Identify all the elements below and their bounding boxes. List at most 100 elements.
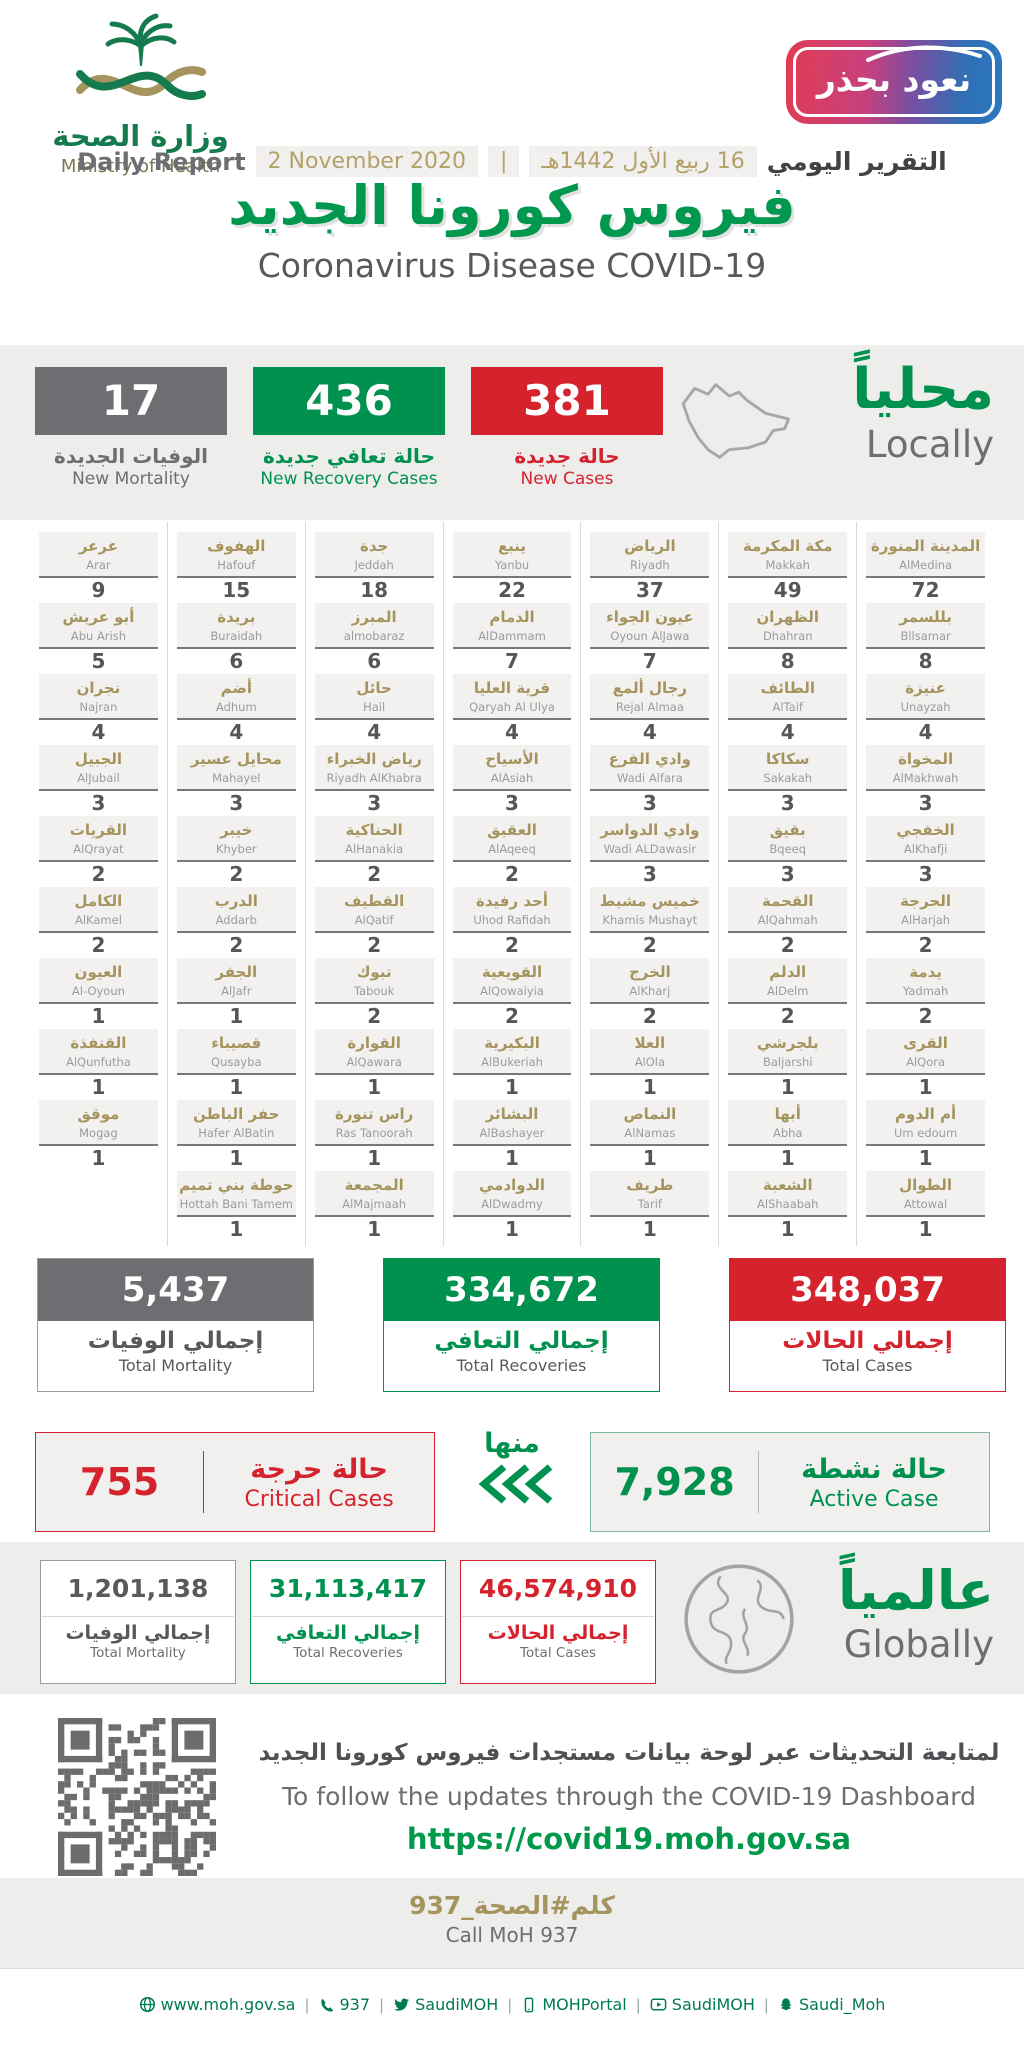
city-column: الهفوف Hafouf 15 بريدة Buraidah 6 أضم Ad… <box>166 522 305 1246</box>
city-cell: حفر الباطن Hafer AlBatin 1 <box>168 1100 305 1171</box>
city-name-arabic: أم الدوم <box>895 1105 957 1123</box>
snapchat-icon <box>778 1997 794 2013</box>
city-cell: المدينة المنورة AlMedina 72 <box>857 532 994 603</box>
date-gregorian: 2 November 2020 <box>255 146 478 177</box>
footer-item-937[interactable]: 937 <box>319 1995 370 2014</box>
city-new-cases-count: 7 <box>505 649 519 673</box>
city-name-english: Qaryah Al Ulya <box>469 700 555 714</box>
global-cases-label-ar: إجمالي الحالات <box>487 1622 629 1644</box>
new-mortality-stat: 17 الوفيات الجديدة New Mortality <box>35 367 227 490</box>
city-name-arabic: موقق <box>77 1105 120 1123</box>
critical-cases-box: 755 حالة حرجة Critical Cases <box>35 1432 435 1532</box>
city-cell: وادي الفرع Wadi Alfara 3 <box>581 745 718 816</box>
footer-item-SaudiMOH[interactable]: SaudiMOH <box>650 1995 755 2014</box>
city-new-cases-count: 1 <box>91 1004 106 1028</box>
city-name-english: Addarb <box>215 913 257 927</box>
dashboard-url-link[interactable]: https://covid19.moh.gov.sa <box>406 1822 852 1856</box>
city-name-box: المجمعة AlMajmaah <box>314 1171 434 1217</box>
city-name-english: Ras Tanoorah <box>335 1126 413 1140</box>
city-name-english: AlQatif <box>354 913 394 927</box>
city-name-box: حوطة بني تميم Hottah Bani Tamem <box>176 1171 296 1217</box>
city-name-arabic: الجبيل <box>74 750 123 768</box>
city-name-arabic: عرعر <box>78 537 118 555</box>
footer-item-label: SaudiMOH <box>415 1995 499 2014</box>
city-cell: العيون Al-Oyoun 1 <box>30 958 167 1029</box>
city-new-cases-count: 4 <box>642 720 657 744</box>
active-cases-box: 7,928 حالة نشطة Active Case <box>590 1432 990 1532</box>
footer-item-Saudi_Moh[interactable]: Saudi_Moh <box>778 1995 885 2014</box>
city-name-box: طريف Tarif <box>590 1171 710 1217</box>
city-new-cases-count: 37 <box>635 578 664 602</box>
city-name-arabic: الطائف <box>760 679 815 697</box>
qr-code <box>58 1718 216 1880</box>
city-cell: أحد رفيدة Uhod Rafidah 2 <box>444 887 581 958</box>
city-new-cases-count: 1 <box>918 1146 933 1170</box>
city-name-arabic: القريات <box>69 821 128 839</box>
city-name-english: Unayzah <box>900 700 951 714</box>
city-cell: أبها Abha 1 <box>719 1100 856 1171</box>
city-name-box: بللسمر Bllsamar <box>866 603 986 649</box>
city-name-english: Bllsamar <box>900 629 951 643</box>
city-new-cases-count: 1 <box>918 1075 933 1099</box>
city-name-box: الشعبة AlShaabah <box>728 1171 848 1217</box>
city-cell: الكامل AlKamel 2 <box>30 887 167 958</box>
city-name-english: Najran <box>79 700 118 714</box>
city-name-english: AlTaif <box>772 700 803 714</box>
city-name-arabic: القنفذة <box>70 1034 127 1052</box>
new-recoveries-label-en: New Recovery Cases <box>260 469 438 489</box>
city-cell: بقيق Bqeeq 3 <box>719 816 856 887</box>
city-new-cases-count: 1 <box>505 1075 519 1099</box>
city-cell: المخواة AlMakhwah 3 <box>857 745 994 816</box>
critical-cases-label-ar: حالة حرجة <box>250 1453 388 1485</box>
city-name-box: قرية العليا Qaryah Al Ulya <box>452 674 572 720</box>
city-name-english: AlDelm <box>767 984 809 998</box>
total-mortality-label-ar: إجمالي الوفيات <box>87 1328 264 1354</box>
city-name-english: AlQahmah <box>757 913 818 927</box>
dashboard-note-english: To follow the updates through the COVID-… <box>282 1782 976 1811</box>
city-name-arabic: رجال ألمع <box>612 679 688 697</box>
global-mortality-label-ar: إجمالي الوفيات <box>65 1622 211 1644</box>
total-mortality-label-en: Total Mortality <box>118 1356 233 1375</box>
city-name-arabic: المخواة <box>898 750 954 768</box>
city-name-english: Jeddah <box>354 558 394 572</box>
city-cell: القنفذة AlQunfutha 1 <box>30 1029 167 1100</box>
global-mortality-label-en: Total Mortality <box>90 1645 186 1661</box>
city-new-cases-count: 8 <box>918 649 933 673</box>
city-name-box: المخواة AlMakhwah <box>866 745 986 791</box>
city-cell: راس تنورة Ras Tanoorah 1 <box>306 1100 443 1171</box>
city-name-english: Mahayel <box>212 771 261 785</box>
city-new-cases-count: 3 <box>642 862 657 886</box>
footer-item-MOHPortal[interactable]: MOHPortal <box>521 1995 627 2014</box>
footer-separator: | <box>763 1995 769 2014</box>
new-cases-label-ar: حالة جديدة <box>514 444 620 468</box>
city-name-english: Riyadh AlKhabra <box>326 771 422 785</box>
city-name-arabic: رياض الخبراء <box>326 750 422 768</box>
footer-item-www.moh.gov.sa[interactable]: www.moh.gov.sa <box>139 1995 295 2014</box>
city-cell: المجمعة AlMajmaah 1 <box>306 1171 443 1242</box>
city-name-box: وادي الدواسر Wadi ALDawasir <box>590 816 710 862</box>
city-cell: بريدة Buraidah 6 <box>168 603 305 674</box>
city-name-english: AlMajmaah <box>342 1197 407 1211</box>
moh-name-english: Ministry of Health <box>60 156 221 178</box>
city-name-box: الدمام AlDammam <box>452 603 572 649</box>
city-new-cases-count: 3 <box>780 862 795 886</box>
city-name-arabic: الجفر <box>215 963 258 981</box>
city-name-english: Attowal <box>903 1197 948 1211</box>
total-cases-label-ar: إجمالي الحالات <box>782 1328 953 1354</box>
city-name-box: بريدة Buraidah <box>176 603 296 649</box>
city-name-arabic: حائل <box>356 679 392 697</box>
city-name-english: AlQora <box>906 1055 946 1069</box>
city-name-arabic: سكاكا <box>765 750 810 768</box>
city-name-english: Khamis Mushayt <box>602 913 698 927</box>
city-name-box: محايل عسير Mahayel <box>176 745 296 791</box>
of-which-chevrons-icon <box>478 1464 553 1504</box>
footer-item-SaudiMOH[interactable]: SaudiMOH <box>393 1995 498 2014</box>
city-name-arabic: الحناكية <box>345 821 403 839</box>
city-name-box: القرى AlQora <box>866 1029 986 1075</box>
global-recoveries-box: 31,113,417 إجمالي التعافي Total Recoveri… <box>250 1560 446 1684</box>
new-mortality-value: 17 <box>35 367 227 435</box>
city-new-cases-count: 4 <box>505 720 519 744</box>
city-cell: عيون الجواء Oyoun AlJawa 7 <box>581 603 718 674</box>
locally-heading-en: Locally <box>865 423 994 466</box>
city-new-cases-count: 2 <box>780 933 795 957</box>
